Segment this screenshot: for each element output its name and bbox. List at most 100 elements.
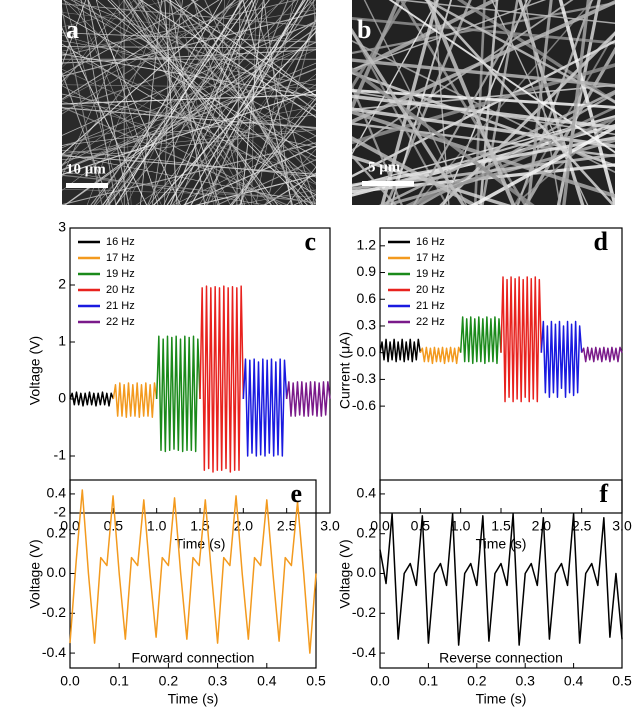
fiber [157,0,220,205]
series-line [540,320,583,398]
y-tick-label: -0.4 [42,644,66,660]
series-line [242,358,288,457]
x-axis-label: Time (s) [476,691,527,707]
legend-label: 16 Hz [106,236,135,248]
fiber [168,0,316,202]
fiber [62,0,299,57]
scale-label: 5 μm [368,159,401,175]
y-axis-label: Voltage (V) [337,539,353,608]
fiber [62,128,316,154]
fiber [433,0,450,205]
annotation: Forward connection [132,650,255,666]
fiber [206,95,316,205]
fiber [251,0,316,205]
fiber [562,0,591,205]
fiber [62,93,316,148]
fiber [352,0,401,113]
fiber [352,58,615,88]
y-tick-label: 0.3 [357,317,377,333]
fiber [87,0,181,205]
x-tick-label: 0.1 [109,673,129,689]
fiber [352,71,615,168]
fiber [412,0,532,205]
fiber [352,1,615,55]
fiber [153,30,316,205]
series-line [69,489,317,654]
fiber [164,0,178,205]
x-tick-label: 0.2 [467,673,487,689]
x-tick-label: 0.4 [564,673,584,689]
fiber [164,0,171,205]
fiber [62,12,316,43]
fiber [352,0,574,152]
y-axis-label: Current (μA) [337,332,353,409]
x-tick-label: 2.0 [532,518,552,534]
fiber [125,0,259,205]
y-tick-label: 0.0 [47,564,67,580]
fiber [352,63,615,145]
fiber [62,0,285,167]
fiber [62,0,195,167]
fiber [526,0,553,205]
x-tick-label: 0.5 [104,518,124,534]
fiber [62,0,246,101]
y-tick-label: 0.6 [357,290,377,306]
y-tick-label: -0.3 [352,370,376,386]
fiber [152,73,316,205]
x-axis-label: Time (s) [175,536,226,552]
fiber [62,20,316,136]
panel-label: d [594,227,609,256]
fiber [352,0,615,124]
fiber [163,0,253,205]
fiber [62,0,135,68]
legend-label: 17 Hz [106,252,135,264]
fiber [62,85,283,205]
fiber [380,0,439,205]
fiber [352,94,615,130]
x-tick-label: 1.5 [190,518,210,534]
panel-label: b [357,15,371,44]
panel-label: f [599,479,608,508]
fiber [203,0,299,205]
fiber [62,171,268,205]
y-tick-label: 0.0 [357,564,377,580]
series-line [580,346,623,363]
fiber [62,155,316,175]
y-tick-label: 0.4 [47,485,67,501]
fiber [168,0,316,97]
fiber [74,0,316,101]
fiber [171,0,316,205]
legend-label: 19 Hz [106,268,135,280]
x-tick-label: 3.0 [320,518,340,534]
legend-label: 22 Hz [416,316,445,328]
fiber [352,0,547,71]
fiber [352,0,439,156]
fiber [183,0,304,205]
fiber [193,0,245,205]
series-line [500,276,543,403]
fiber [62,0,141,178]
fiber [62,68,316,171]
fiber [139,0,316,179]
fiber [352,136,479,205]
fiber [513,117,615,205]
fiber [164,0,316,112]
fiber [62,40,316,86]
fiber [115,0,297,205]
y-tick-label: 1 [58,333,66,349]
fiber [151,0,184,205]
fiber [70,0,316,137]
y-tick-label: -0.6 [352,397,376,413]
fiber [352,67,535,205]
fiber [308,0,316,10]
fiber [352,153,615,191]
fiber [64,0,124,205]
x-tick-label: 1.0 [147,518,167,534]
fiber [62,43,316,196]
fiber [147,0,241,205]
scale-bar [362,181,414,186]
fiber [62,69,316,185]
fiber [110,0,313,205]
fiber [263,148,316,205]
